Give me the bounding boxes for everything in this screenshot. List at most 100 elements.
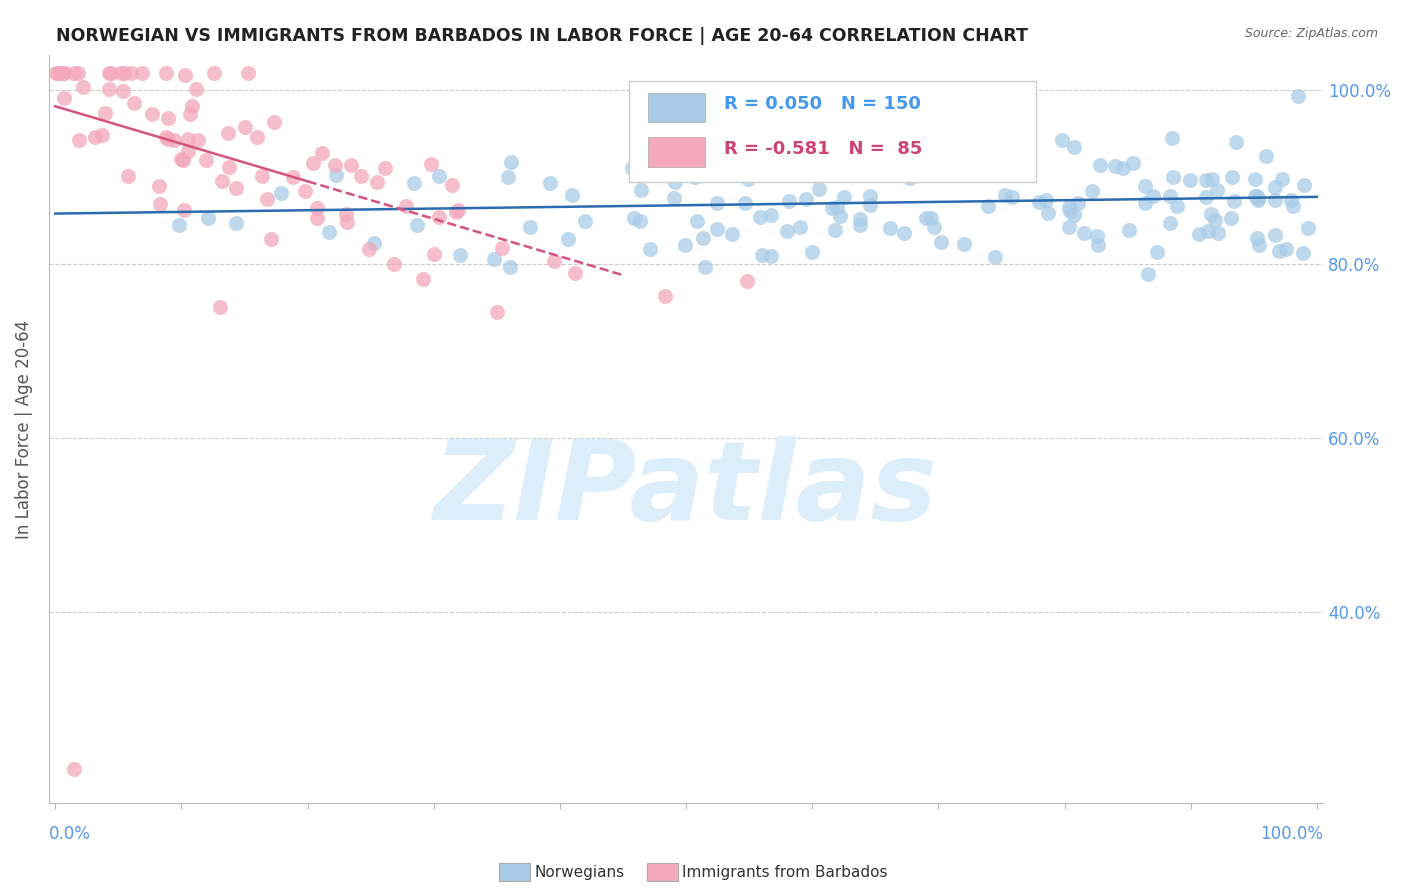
Point: [1275, 242, 1298, 256]
Point: [941, 146, 963, 161]
Point: [912, 167, 935, 181]
Point: [761, 208, 783, 222]
Point: [194, 153, 217, 167]
Point: [898, 171, 921, 186]
Point: [357, 242, 380, 256]
Point: [920, 211, 942, 225]
Point: [1197, 224, 1219, 238]
Point: [848, 218, 870, 232]
Point: [382, 257, 405, 271]
Point: [1088, 158, 1111, 172]
Point: [994, 187, 1017, 202]
Point: [256, 192, 278, 206]
Point: [1281, 199, 1303, 213]
Point: [1247, 193, 1270, 207]
Point: [238, 65, 260, 79]
Point: [1135, 179, 1157, 194]
Point: [1263, 228, 1285, 243]
Point: [683, 169, 706, 184]
Point: [1247, 191, 1270, 205]
Point: [786, 137, 808, 152]
Point: [124, 95, 146, 110]
Point: [1292, 178, 1315, 193]
Point: [849, 211, 872, 226]
Point: [1085, 228, 1108, 243]
Point: [155, 65, 177, 79]
Point: [721, 227, 744, 241]
Point: [98, 65, 121, 79]
Point: [1028, 194, 1050, 209]
Text: R = 0.050   N = 150: R = 0.050 N = 150: [724, 95, 921, 112]
Point: [406, 218, 429, 232]
Point: [149, 196, 172, 211]
Point: [1166, 199, 1188, 213]
Point: [1000, 146, 1022, 161]
Point: [63, 762, 86, 776]
Point: [491, 241, 513, 255]
Point: [738, 151, 761, 165]
Point: [910, 143, 932, 157]
Point: [574, 214, 596, 228]
Point: [748, 211, 770, 225]
Point: [1159, 189, 1181, 203]
Point: [832, 190, 855, 204]
Point: [1201, 172, 1223, 186]
Point: [325, 168, 347, 182]
Point: [302, 156, 325, 170]
Point: [53, 91, 76, 105]
Point: [538, 176, 561, 190]
Point: [170, 152, 193, 166]
Point: [110, 65, 132, 79]
Point: [706, 195, 728, 210]
Point: [48, 65, 70, 79]
Point: [1244, 172, 1267, 186]
Point: [53, 65, 76, 79]
Point: [827, 200, 849, 214]
Point: [1206, 227, 1229, 241]
Point: [664, 175, 686, 189]
Point: [734, 195, 756, 210]
Point: [914, 123, 936, 137]
Point: [167, 219, 190, 233]
Point: [260, 231, 283, 245]
Point: [859, 198, 882, 212]
Bar: [648, 93, 706, 122]
Point: [741, 142, 763, 156]
Point: [427, 169, 450, 183]
Point: [1104, 159, 1126, 173]
Text: NORWEGIAN VS IMMIGRANTS FROM BARBADOS IN LABOR FORCE | AGE 20-64 CORRELATION CHA: NORWEGIAN VS IMMIGRANTS FROM BARBADOS IN…: [56, 27, 1028, 45]
Point: [447, 203, 470, 218]
Point: [1292, 246, 1315, 260]
Point: [893, 226, 915, 240]
Point: [157, 111, 180, 125]
Point: [155, 129, 177, 144]
Point: [1222, 169, 1244, 184]
Point: [225, 181, 247, 195]
Point: [685, 214, 707, 228]
Point: [499, 155, 522, 169]
Point: [922, 220, 945, 235]
Point: [52, 65, 75, 79]
Point: [179, 107, 201, 121]
Text: Norwegians: Norwegians: [534, 865, 624, 880]
Point: [1204, 212, 1226, 227]
Point: [1059, 204, 1081, 219]
Point: [1246, 231, 1268, 245]
Point: [794, 192, 817, 206]
Point: [695, 260, 717, 275]
Point: [1059, 200, 1081, 214]
Point: [156, 132, 179, 146]
Point: [311, 146, 333, 161]
Point: [1244, 189, 1267, 203]
Bar: [628, 81, 1036, 182]
Y-axis label: In Labor Force | Age 20-64: In Labor Force | Age 20-64: [15, 319, 32, 539]
Point: [181, 98, 204, 112]
Point: [263, 115, 285, 129]
Point: [1178, 173, 1201, 187]
Point: [1271, 172, 1294, 186]
Point: [112, 65, 135, 79]
Point: [336, 215, 359, 229]
Point: [1249, 238, 1271, 252]
Point: [1187, 227, 1209, 241]
Point: [737, 171, 759, 186]
